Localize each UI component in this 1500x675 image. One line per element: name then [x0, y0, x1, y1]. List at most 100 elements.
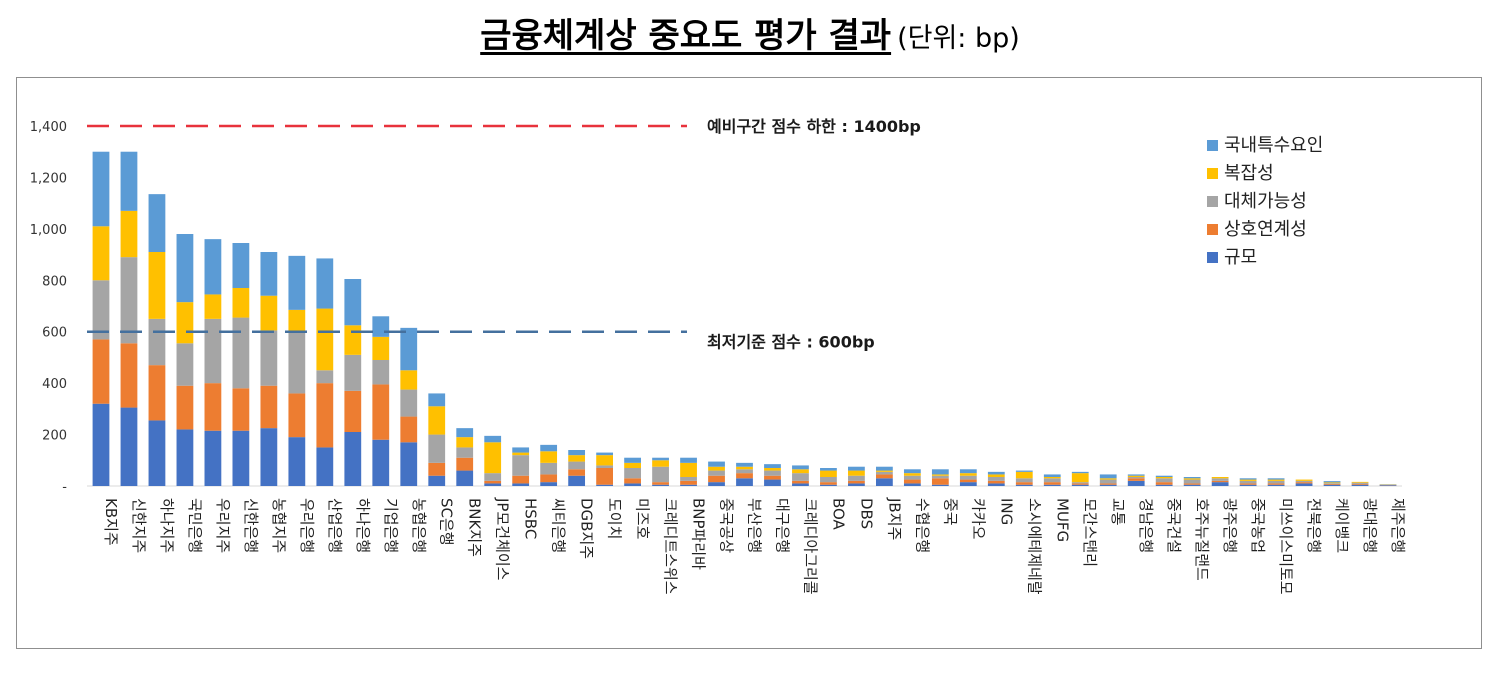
- x-category-label-2: 하나지주: [158, 498, 176, 553]
- bar-segment-23-0: [736, 478, 753, 486]
- x-category-label-6: 농협지주: [270, 498, 288, 553]
- legend-swatch-0: [1207, 140, 1218, 151]
- bar-segment-32-4: [987, 471, 1005, 475]
- x-category-label-19: 미즈호: [634, 498, 652, 540]
- bar-segment-13-0: [456, 470, 474, 486]
- bar-segment-10-3: [372, 336, 390, 360]
- bar-segment-33-0: [1015, 484, 1033, 486]
- bar-segment-34-0: [1043, 484, 1061, 486]
- bar-segment-34-3: [1043, 477, 1061, 479]
- x-category-label-7: 우리은행: [298, 498, 316, 553]
- bar-segment-6-4: [260, 252, 278, 296]
- bar-segment-32-3: [987, 474, 1005, 477]
- x-category-label-17: DGB지주: [578, 498, 596, 559]
- x-category-label-35: 모간스탠리: [1081, 498, 1099, 567]
- legend-label-0: 국내특수요인: [1224, 135, 1323, 156]
- bar-segment-16-3: [540, 451, 558, 463]
- bar-segment-11-4: [400, 327, 418, 371]
- bar-segment-44-1: [1323, 483, 1341, 485]
- bar-segment-33-3: [1015, 471, 1033, 479]
- y-tick-label-7: 1,400: [30, 120, 67, 135]
- bar-segment-30-3: [931, 474, 949, 476]
- bar-segment-41-2: [1239, 480, 1257, 484]
- bar-segment-36-2: [1099, 479, 1117, 484]
- bar-segment-0-0: [92, 403, 110, 486]
- bar-segment-36-1: [1099, 483, 1117, 485]
- bar-segment-6-3: [260, 295, 278, 331]
- bar-segment-23-4: [736, 462, 753, 467]
- legend-label-3: 상호연계성: [1224, 219, 1307, 240]
- bar-segment-26-4: [820, 468, 837, 471]
- bar-segment-0-2: [92, 280, 110, 340]
- bar-segment-43-0: [1295, 483, 1313, 486]
- bar-segment-25-1: [792, 480, 809, 484]
- bar-segment-29-2: [903, 475, 921, 480]
- bar-segment-22-2: [708, 470, 725, 476]
- bar-segment-7-2: [288, 333, 306, 394]
- bar-segment-20-2: [652, 466, 669, 483]
- bar-segment-36-0: [1099, 484, 1117, 486]
- bar-segment-2-0: [148, 420, 166, 486]
- bar-segment-10-1: [372, 384, 390, 440]
- bar-segment-38-1: [1155, 482, 1173, 485]
- bar-segment-24-3: [764, 468, 781, 471]
- reference-line-label-1: 최저기준 점수 : 600bp: [707, 333, 875, 352]
- bar-segment-31-4: [959, 469, 977, 474]
- bar-segment-43-1: [1295, 482, 1313, 484]
- x-category-label-32: ING: [997, 498, 1015, 525]
- bar-segment-34-1: [1043, 482, 1061, 485]
- bar-segment-17-0: [568, 475, 586, 486]
- x-category-label-39: 호주뉴질랜드: [1193, 498, 1211, 581]
- bar-segment-5-3: [232, 288, 250, 318]
- bar-segment-5-0: [232, 430, 250, 486]
- page-title: 금융체계상 중요도 평가 결과 (단위: bp): [0, 8, 1500, 57]
- bar-segment-45-3: [1351, 481, 1369, 483]
- bar-segment-1-4: [120, 151, 138, 211]
- bar-segment-34-2: [1043, 478, 1061, 483]
- bar-segment-39-3: [1183, 478, 1201, 480]
- bar-segment-13-2: [456, 447, 474, 458]
- bar-segment-20-0: [652, 484, 669, 486]
- bar-segment-15-1: [512, 475, 530, 484]
- bar-segment-3-3: [176, 302, 194, 344]
- bar-segment-4-2: [204, 318, 222, 384]
- bar-segment-36-4: [1099, 474, 1117, 479]
- bar-segment-44-2: [1323, 483, 1341, 484]
- bar-segment-10-2: [372, 360, 390, 385]
- bar-segment-21-0: [680, 484, 697, 486]
- bar-segment-13-4: [456, 428, 474, 438]
- bar-segment-8-3: [316, 308, 334, 371]
- bar-segment-24-2: [764, 470, 781, 476]
- x-category-label-5: 신한은행: [242, 498, 260, 553]
- bar-segment-7-1: [288, 393, 306, 438]
- x-category-label-15: HSBC: [522, 498, 540, 539]
- legend-label-1: 복잡성: [1224, 163, 1274, 184]
- bar-segment-41-3: [1239, 479, 1257, 481]
- bar-segment-27-0: [848, 483, 865, 486]
- bar-segment-11-0: [400, 442, 418, 486]
- bar-segment-25-0: [792, 483, 809, 486]
- bar-segment-1-3: [120, 210, 138, 258]
- bar-segment-39-4: [1183, 477, 1201, 479]
- bar-segment-18-4: [596, 452, 613, 456]
- bar-segment-6-2: [260, 330, 278, 386]
- bar-segment-35-0: [1071, 484, 1089, 486]
- bar-segment-5-2: [232, 317, 250, 389]
- bar-segment-17-3: [568, 455, 586, 462]
- reference-line-label-0: 예비구간 점수 하한 : 1400bp: [707, 117, 921, 136]
- bar-segment-24-4: [764, 464, 781, 468]
- x-category-label-40: 광주은행: [1221, 498, 1239, 553]
- bar-segment-44-0: [1323, 484, 1341, 486]
- bar-segment-27-2: [848, 475, 865, 481]
- bar-segment-8-1: [316, 383, 334, 448]
- bar-segment-44-3: [1323, 482, 1341, 484]
- bar-segment-14-1: [484, 480, 502, 484]
- bar-segment-11-2: [400, 389, 418, 417]
- bar-segment-9-2: [344, 354, 362, 391]
- x-category-label-12: SC은행: [438, 498, 456, 546]
- bar-segment-21-3: [680, 462, 697, 477]
- bar-segment-21-1: [680, 480, 697, 485]
- bar-segment-13-3: [456, 437, 474, 448]
- bar-segment-37-3: [1127, 475, 1145, 477]
- bar-segment-35-2: [1071, 482, 1089, 484]
